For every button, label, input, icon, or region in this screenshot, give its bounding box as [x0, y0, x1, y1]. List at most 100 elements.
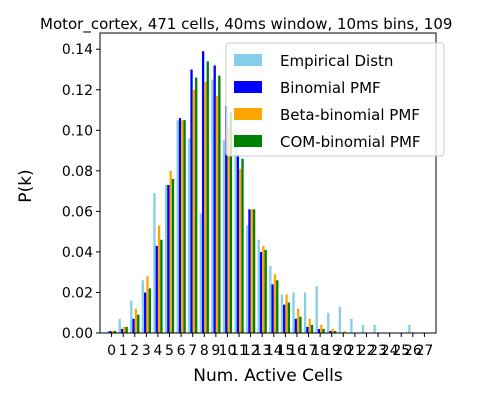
x-tick-label: 11 — [230, 343, 248, 359]
x-tick-label: 1 — [119, 343, 128, 359]
bar — [199, 213, 202, 333]
bar — [155, 245, 158, 333]
bars-group — [106, 51, 411, 334]
y-tick-label: 0.04 — [62, 245, 93, 261]
bar — [225, 105, 228, 333]
y-tick-label: 0.14 — [62, 42, 93, 58]
x-tick-label: 23 — [369, 343, 387, 359]
bar — [111, 330, 114, 333]
legend-label: Empirical Distn — [280, 52, 393, 70]
bar — [215, 95, 219, 333]
bar — [171, 178, 175, 333]
bar — [123, 326, 126, 333]
bar — [206, 61, 209, 333]
bar — [109, 330, 112, 333]
bar — [153, 193, 156, 333]
legend-label: Beta-binomial PMF — [280, 106, 420, 124]
x-tick-label: 21 — [346, 343, 364, 359]
y-tick-label: 0.12 — [62, 83, 93, 99]
y-tick-label: 0.08 — [62, 164, 93, 180]
bar — [234, 128, 237, 333]
x-tick-label: 24 — [381, 343, 399, 359]
legend-swatch — [234, 54, 262, 66]
legend-label: Binomial PMF — [280, 79, 381, 97]
bar — [373, 324, 376, 333]
y-tick-label: 0.10 — [62, 123, 93, 139]
legend: Empirical Distn Binomial PMF Beta-binomial… — [225, 42, 445, 157]
bar — [204, 81, 207, 334]
bar — [248, 209, 251, 333]
bar — [118, 318, 121, 333]
bar — [262, 245, 265, 333]
bar — [269, 266, 272, 333]
bar — [245, 225, 249, 333]
bar — [259, 251, 263, 333]
bar — [350, 318, 353, 333]
legend-swatch — [234, 108, 262, 120]
bar — [229, 112, 233, 333]
x-tick-label: 25 — [392, 343, 410, 359]
bar — [125, 326, 128, 333]
x-tick-label: 19 — [323, 343, 341, 359]
x-tick-label: 7 — [188, 343, 197, 359]
bar — [167, 185, 170, 333]
bar — [299, 316, 302, 333]
bar — [146, 276, 149, 333]
x-tick-label: 2 — [130, 343, 139, 359]
x-tick-label: 20 — [334, 343, 352, 359]
x-tick-label: 9 — [211, 343, 220, 359]
bar — [343, 330, 346, 333]
bar — [106, 330, 110, 333]
x-tick-label: 27 — [415, 343, 433, 359]
bar — [361, 324, 365, 333]
y-ticks: 0.00 0.02 0.04 0.06 0.08 0.10 0.12 0.14 — [62, 42, 100, 342]
plot-frame — [99, 32, 437, 334]
bar — [211, 79, 214, 334]
bar — [181, 120, 184, 333]
bar — [257, 239, 260, 333]
bar — [292, 292, 295, 333]
bar — [164, 185, 168, 333]
x-tick-label: 12 — [242, 343, 260, 359]
y-tick-label: 0.00 — [62, 326, 93, 342]
bar — [134, 308, 138, 333]
bar — [285, 294, 288, 333]
bar — [201, 51, 205, 334]
bar — [317, 328, 321, 333]
bar — [130, 300, 133, 333]
bar — [306, 326, 309, 333]
x-tick-label: 0 — [107, 343, 116, 359]
legend-swatch — [234, 81, 262, 93]
bar — [408, 324, 411, 333]
y-axis-label: P(k) — [16, 169, 36, 202]
bar — [222, 140, 226, 333]
bar — [303, 292, 307, 333]
y-tick-label: 0.02 — [62, 285, 93, 301]
x-tick-label: 16 — [288, 343, 306, 359]
legend-label: COM-binomial PMF — [280, 133, 421, 151]
bar — [331, 328, 335, 333]
bar — [148, 288, 151, 333]
bar — [250, 209, 253, 333]
bar — [190, 69, 193, 334]
x-tick-label: 5 — [165, 343, 174, 359]
x-tick-label: 13 — [253, 343, 271, 359]
bar — [218, 75, 221, 333]
bar — [157, 225, 161, 333]
bar — [113, 330, 117, 333]
bar — [195, 77, 198, 333]
bar — [132, 318, 135, 333]
x-tick-label: 17 — [300, 343, 318, 359]
bar — [144, 292, 147, 333]
bar — [183, 120, 186, 333]
bar — [322, 328, 325, 333]
bar — [239, 168, 242, 333]
chart-title: Motor_cortex, 471 cells, 40ms window, 10… — [40, 15, 452, 34]
bar — [213, 65, 216, 334]
x-tick-label: 15 — [276, 343, 294, 359]
bar — [141, 280, 145, 333]
legend-box — [225, 42, 445, 157]
bar — [287, 302, 291, 333]
x-tick-label: 18 — [311, 343, 329, 359]
bar — [310, 324, 314, 333]
